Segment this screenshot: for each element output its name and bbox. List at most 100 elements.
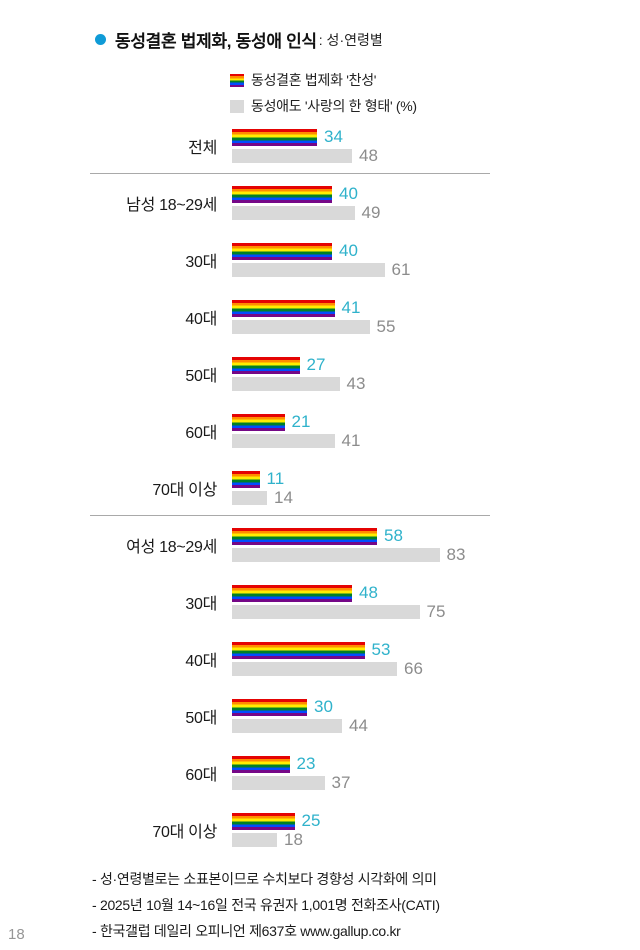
approve-bar (232, 470, 260, 488)
chart-row: 여성 18~29세 58 83 (0, 526, 640, 564)
bar-pair: 30 44 (225, 697, 640, 735)
love-form-bar (232, 376, 340, 391)
page-number: 18 (8, 926, 25, 943)
chart-row: 50대 30 44 (0, 697, 640, 735)
approve-bar (232, 641, 365, 659)
category-label: 전체 (188, 139, 217, 157)
category-label: 30대 (185, 253, 217, 271)
love-form-bar (232, 262, 385, 277)
value-label: 34 (324, 127, 343, 146)
bar-line: 66 (232, 658, 640, 678)
bar-line: 55 (232, 316, 640, 336)
bullet-icon (95, 34, 106, 45)
bar-line: 43 (232, 373, 640, 393)
bar-line: 18 (232, 829, 640, 849)
bar-pair: 21 41 (225, 412, 640, 450)
love-form-bar (232, 433, 335, 448)
page-title: 동성결혼 법제화, 동성애 인식 (115, 32, 317, 51)
bar-pair: 34 48 (225, 127, 640, 165)
value-label: 40 (339, 184, 358, 203)
chart-rows: 전체 34 48 남성 18~29세 40 49 30대 40 61 40대 41 55 50대 27 43… (0, 127, 640, 849)
group-separator (90, 515, 490, 516)
bar-line: 37 (232, 772, 640, 792)
legend-item-approve: 동성결혼 법제화 '찬성' (230, 70, 417, 90)
chart-row: 70대 이상 25 18 (0, 811, 640, 849)
bar-pair: 11 14 (225, 469, 640, 507)
approve-bar (232, 185, 332, 203)
love-form-bar (232, 775, 325, 790)
value-label: 48 (359, 583, 378, 602)
rainbow-swatch-icon (230, 73, 244, 87)
bar-line: 75 (232, 601, 640, 621)
chart-row: 남성 18~29세 40 49 (0, 184, 640, 222)
bar-pair: 27 43 (225, 355, 640, 393)
approve-bar (232, 413, 285, 431)
footnote: - 한국갤럽 데일리 오피니언 제637호 www.gallup.co.kr (92, 923, 401, 939)
bar-line: 61 (232, 260, 640, 279)
category-label: 40대 (185, 652, 217, 670)
value-label: 37 (331, 772, 351, 792)
chart-row: 40대 53 66 (0, 640, 640, 678)
bar-line: 11 (232, 469, 640, 488)
bar-pair: 40 61 (225, 241, 640, 279)
bar-line: 41 (232, 298, 640, 317)
value-label: 30 (314, 697, 333, 716)
category-label: 40대 (185, 310, 217, 328)
legend-label-love-form: 동성애도 '사랑의 한 형태' (%) (251, 98, 417, 114)
chart-row: 30대 40 61 (0, 241, 640, 279)
approve-bar (232, 356, 300, 374)
category-label: 60대 (185, 424, 217, 442)
approve-bar (232, 242, 332, 260)
love-form-bar (232, 547, 440, 562)
bar-line: 49 (232, 203, 640, 222)
bar-pair: 40 49 (225, 184, 640, 222)
approve-bar (232, 527, 377, 545)
love-form-bar (232, 148, 352, 163)
bar-line: 34 (232, 127, 640, 146)
value-label: 18 (284, 829, 303, 849)
love-form-bar (232, 604, 420, 619)
approve-bar (232, 812, 295, 830)
category-label: 50대 (185, 709, 217, 727)
bar-line: 14 (232, 488, 640, 507)
bar-line: 27 (232, 355, 640, 374)
bar-pair: 53 66 (225, 640, 640, 678)
value-label: 58 (384, 526, 403, 545)
bar-line: 41 (232, 430, 640, 450)
bar-pair: 48 75 (225, 583, 640, 621)
value-label: 27 (306, 355, 326, 374)
value-label: 53 (371, 640, 391, 659)
value-label: 43 (346, 373, 366, 393)
page-subtitle: : 성·연령별 (318, 31, 383, 48)
love-form-bar (232, 832, 277, 847)
category-label: 남성 18~29세 (126, 196, 217, 214)
category-label: 70대 이상 (152, 481, 217, 499)
love-form-bar (232, 205, 355, 220)
value-label: 21 (291, 412, 311, 431)
value-label: 41 (341, 430, 361, 450)
footnote: - 성·연령별로는 소표본이므로 수치보다 경향성 시각화에 의미 (92, 871, 437, 887)
category-label: 70대 이상 (152, 823, 217, 841)
group-separator (90, 173, 490, 174)
bar-line: 48 (232, 145, 640, 165)
bar-line: 40 (232, 241, 640, 260)
value-label: 66 (404, 658, 423, 678)
bar-line: 25 (232, 811, 640, 830)
value-label: 48 (359, 145, 378, 165)
bar-line: 83 (232, 545, 640, 564)
bar-line: 48 (232, 583, 640, 602)
love-form-bar (232, 718, 342, 733)
value-label: 75 (426, 601, 446, 621)
value-label: 55 (376, 316, 396, 336)
chart-row: 전체 34 48 (0, 127, 640, 165)
bar-pair: 41 55 (225, 298, 640, 336)
approve-bar (232, 755, 290, 773)
category-label: 60대 (185, 766, 217, 784)
footnote: - 2025년 10월 14~16일 전국 유권자 1,001명 전화조사(CA… (92, 897, 440, 913)
approve-bar (232, 128, 317, 146)
value-label: 44 (349, 715, 368, 735)
category-label: 30대 (185, 595, 217, 613)
approve-bar (232, 584, 352, 602)
bar-line: 44 (232, 715, 640, 735)
